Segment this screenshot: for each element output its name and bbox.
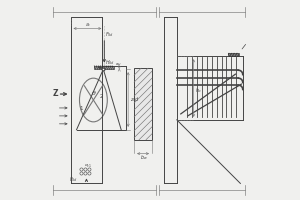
Bar xyxy=(229,53,239,56)
Text: $\theta$: $\theta$ xyxy=(92,89,97,97)
Text: $a_c$: $a_c$ xyxy=(85,22,92,29)
Text: $\sigma_{c1}$: $\sigma_{c1}$ xyxy=(85,162,93,170)
Polygon shape xyxy=(94,66,114,69)
Text: $F_{Sd}$: $F_{Sd}$ xyxy=(69,175,78,184)
Text: $F_{Sd}$: $F_{Sd}$ xyxy=(105,30,114,39)
Text: 2: 2 xyxy=(99,94,103,99)
Text: 1: 1 xyxy=(80,106,83,111)
Bar xyxy=(134,68,152,140)
Text: $H_{Sd}$: $H_{Sd}$ xyxy=(105,58,115,67)
Text: $z_0 d$: $z_0 d$ xyxy=(130,95,140,104)
Text: $b_w$: $b_w$ xyxy=(140,154,148,162)
Text: $h_c$: $h_c$ xyxy=(195,86,202,95)
Text: Z: Z xyxy=(53,89,58,98)
Text: $a_H$: $a_H$ xyxy=(115,62,122,69)
